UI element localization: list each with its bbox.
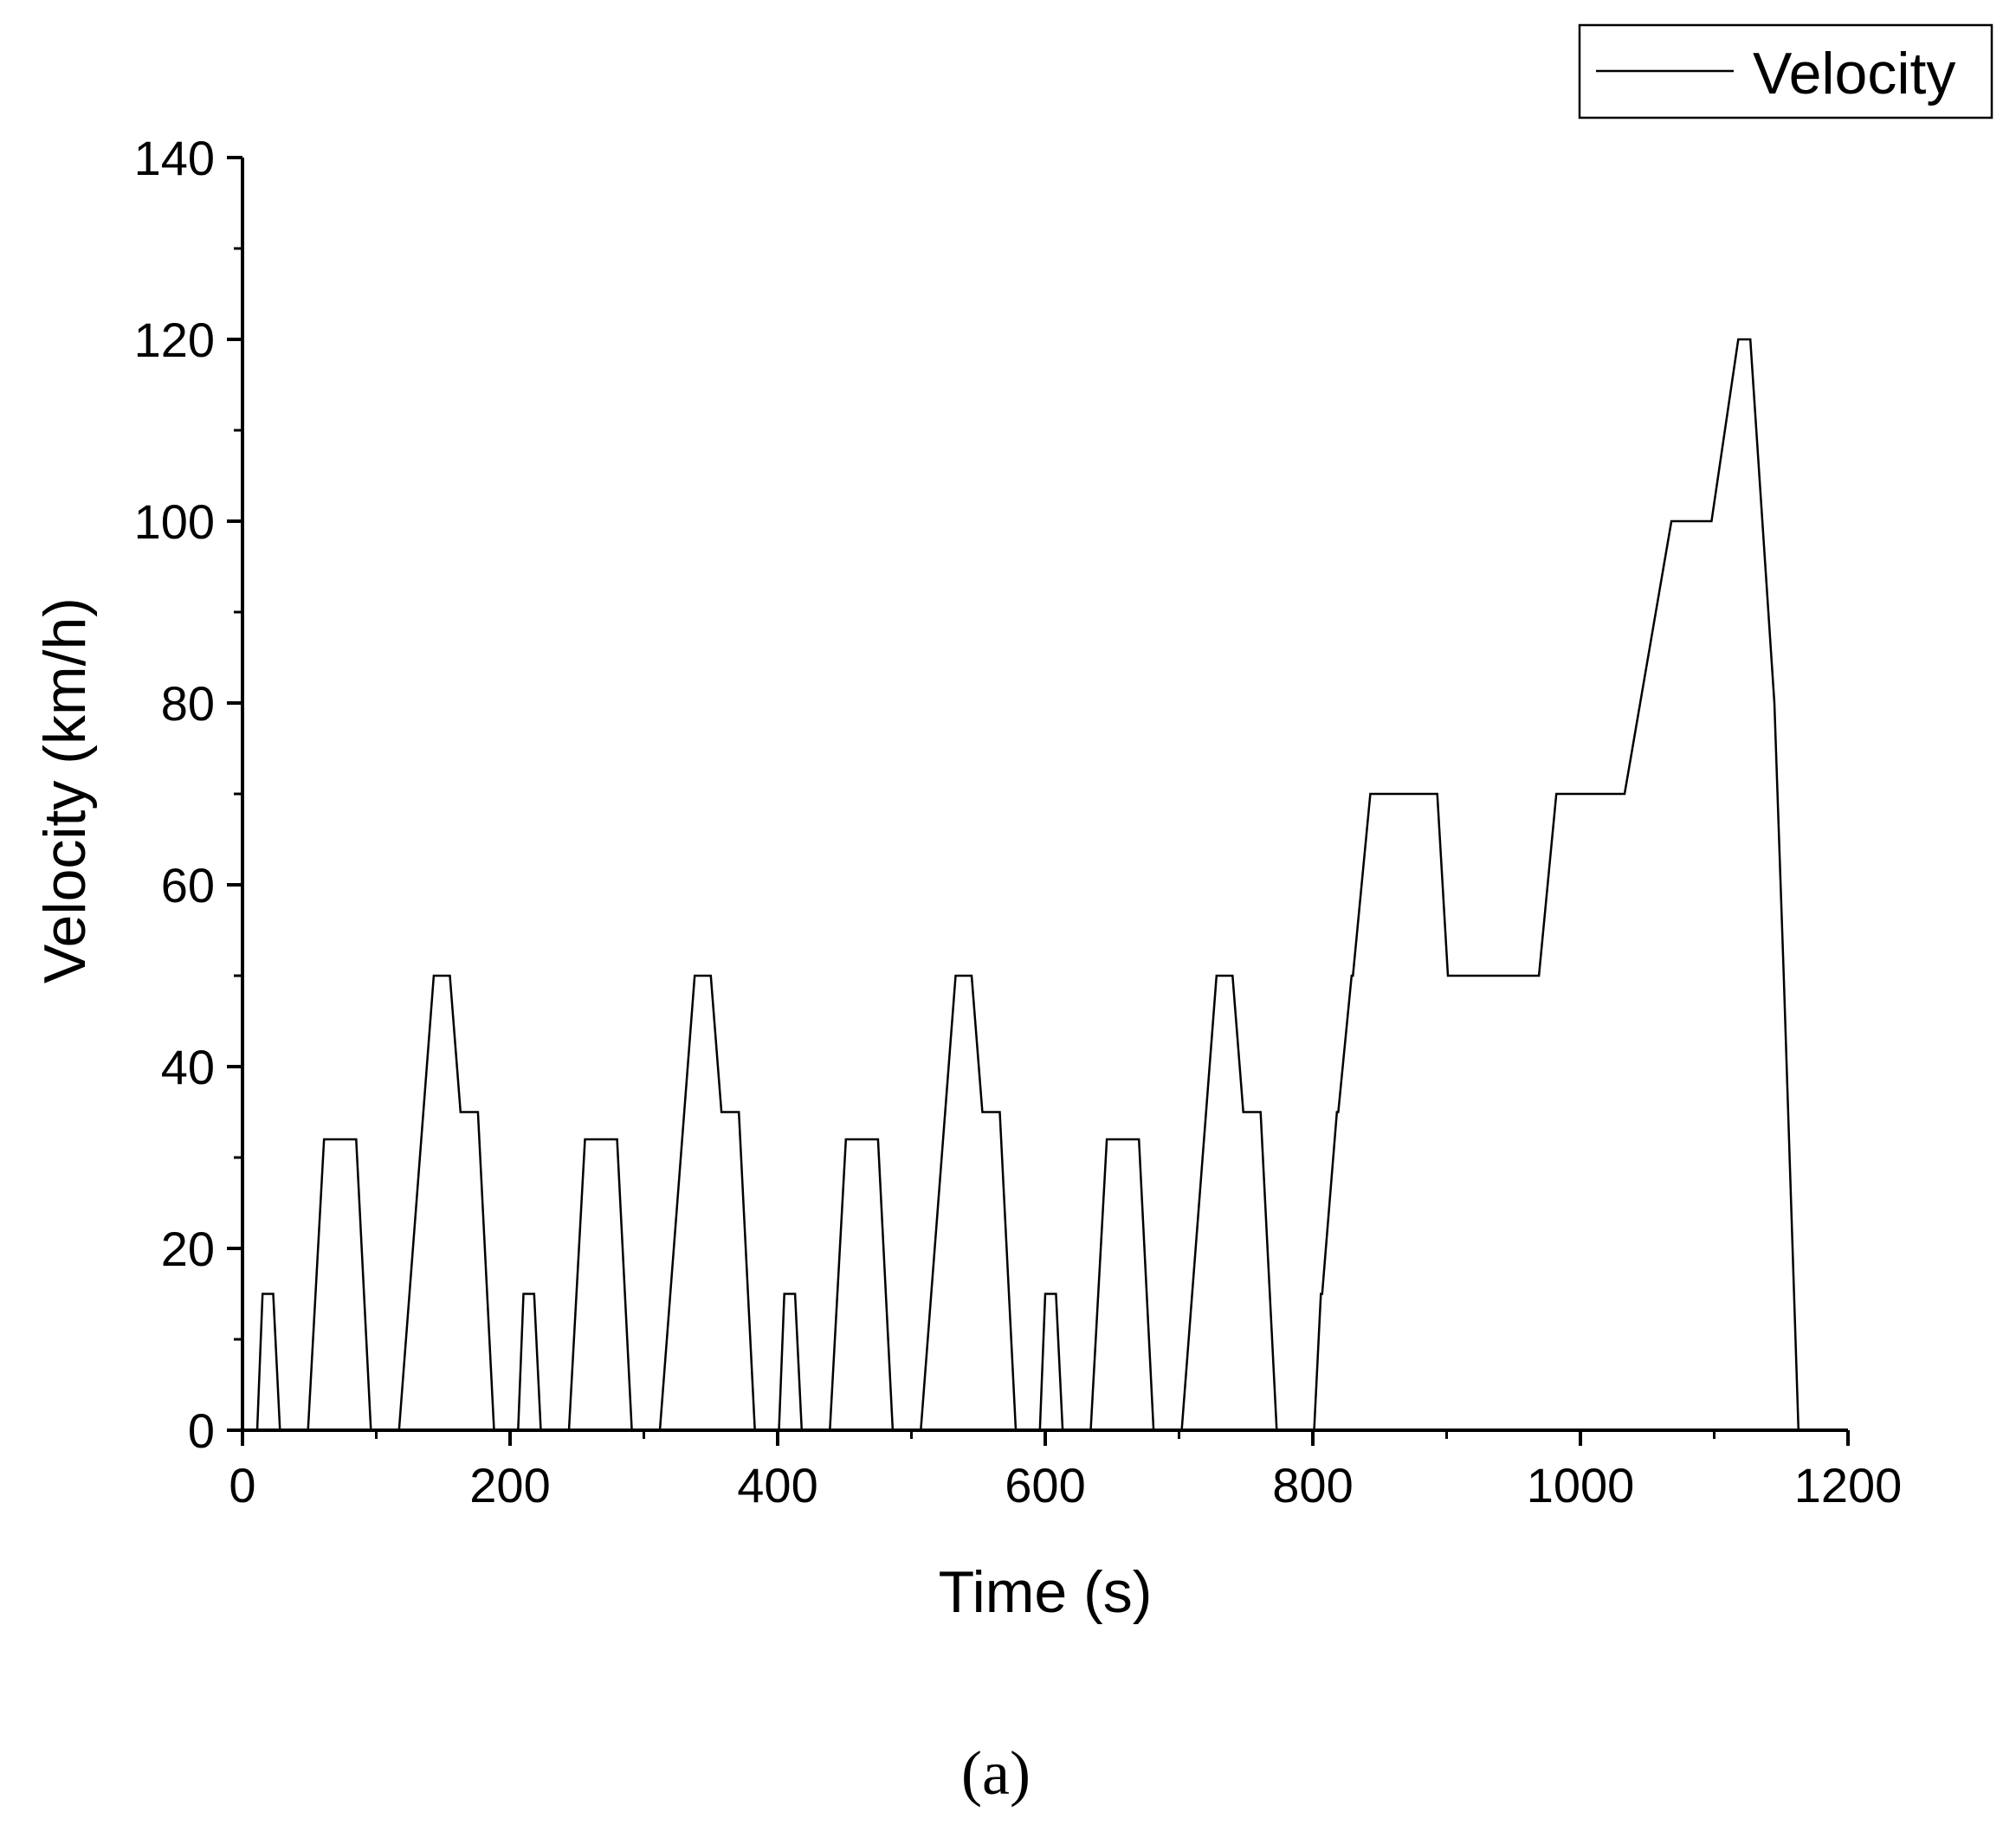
axis-ticks: 0 200 400 600 800 1000 1200 0 20 40 60 80 100 120 140 <box>134 131 1903 1512</box>
x-tick-label: 800 <box>1272 1458 1353 1512</box>
x-tick-label: 1000 <box>1527 1458 1635 1512</box>
legend-label-velocity: Velocity <box>1753 41 1955 106</box>
x-tick-label: 0 <box>229 1458 255 1512</box>
y-tick-label: 40 <box>161 1040 215 1094</box>
y-tick-label: 0 <box>188 1403 215 1458</box>
series-line-velocity <box>242 338 1800 1432</box>
x-tick-label: 200 <box>469 1458 550 1512</box>
x-tick-label: 1200 <box>1794 1458 1903 1512</box>
x-tick-label: 400 <box>737 1458 817 1512</box>
series-layer <box>242 338 1800 1432</box>
y-tick-label: 80 <box>161 676 215 731</box>
x-axis-title: Time (s) <box>939 1559 1153 1625</box>
y-tick-label: 140 <box>134 131 215 185</box>
y-tick-label: 20 <box>161 1222 215 1276</box>
y-tick-label: 100 <box>134 494 215 549</box>
y-tick-label: 60 <box>161 858 215 913</box>
panel-label: (a) <box>961 1738 1031 1808</box>
x-tick-label: 600 <box>1005 1458 1085 1512</box>
legend: Velocity <box>1578 23 1993 119</box>
y-tick-label: 120 <box>134 313 215 367</box>
y-axis-title: Velocity (km/h) <box>32 597 98 983</box>
